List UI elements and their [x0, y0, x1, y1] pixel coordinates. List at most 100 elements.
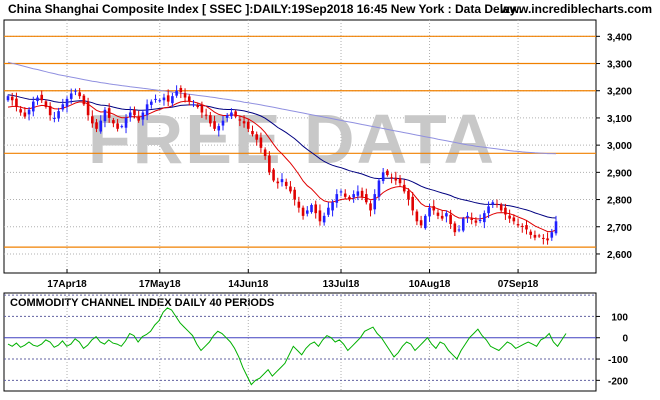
candle-body-up — [373, 194, 377, 210]
candle-body-up — [305, 210, 309, 214]
candle-body-up — [27, 109, 31, 115]
candle-body-down — [196, 104, 199, 108]
candle-body-up — [445, 213, 448, 217]
candle-body-up — [158, 100, 162, 102]
cci-y-tick-label: -200 — [608, 376, 628, 387]
date-x-tick-label: 10Aug18 — [409, 279, 451, 290]
candle-body-down — [268, 155, 271, 173]
candle-body-down — [520, 225, 524, 227]
candle-body-down — [419, 220, 423, 226]
candle-body-down — [234, 111, 237, 117]
candle-body-down — [343, 193, 347, 197]
candle-body-up — [550, 232, 554, 238]
candle-body-up — [171, 96, 174, 104]
candle-body-down — [436, 212, 440, 216]
candle-body-up — [31, 101, 35, 112]
candle-body-up — [230, 112, 233, 117]
candle-body-up — [491, 202, 495, 205]
candle-body-down — [360, 190, 364, 197]
candle-body-down — [512, 217, 516, 222]
candle-body-down — [415, 211, 419, 222]
candle-body-up — [424, 215, 427, 229]
price-y-axis: 2,600 2,700 2,800 2,900 3,000 3,100 3,200 3,300… — [596, 32, 632, 261]
candle-body-down — [251, 130, 254, 135]
candle-body-up — [154, 98, 157, 100]
candle-body-up — [221, 120, 225, 126]
long-ema-line — [7, 94, 557, 219]
candle-body-down — [365, 194, 368, 203]
cci-y-axis: 100 0 -100 -200 — [596, 312, 628, 387]
candle-body-down — [314, 204, 318, 214]
candle-body-down — [242, 121, 246, 124]
candle-body-down — [209, 115, 212, 124]
candle-body-down — [474, 220, 478, 223]
candle-body-up — [120, 126, 124, 128]
price-y-tick-label: 2,900 — [607, 168, 632, 179]
candle-body-down — [137, 116, 140, 121]
site-link[interactable]: www.incrediblecharts.com — [499, 2, 652, 16]
candle-body-up — [457, 229, 461, 231]
candle-body-down — [504, 207, 507, 215]
candle-body-down — [499, 204, 503, 211]
candle-body-down — [255, 134, 259, 140]
candle-body-up — [99, 120, 103, 132]
candle-body-up — [145, 104, 149, 116]
price-grid — [4, 20, 596, 273]
cci-levels — [4, 294, 596, 381]
candle-body-down — [495, 203, 499, 205]
candle-body-down — [263, 149, 267, 157]
candle-body-down — [293, 189, 296, 200]
candle-body-up — [381, 172, 385, 182]
candle-body-down — [112, 120, 115, 124]
candle-body-down — [297, 201, 301, 208]
cci-panel — [3, 292, 597, 392]
candle-body-down — [82, 95, 86, 105]
price-y-tick-label: 3,000 — [607, 141, 632, 152]
candle-body-up — [65, 98, 69, 107]
candle-body-up — [461, 218, 465, 231]
candle-body-down — [449, 214, 452, 225]
candle-body-down — [508, 215, 511, 219]
candle-body-up — [175, 90, 178, 96]
candle-body-up — [483, 213, 486, 223]
candle-body-down — [78, 92, 81, 97]
candlesticks — [6, 85, 558, 245]
date-x-tick-label: 07Sep18 — [498, 279, 539, 290]
candle-body-up — [466, 215, 469, 218]
candle-body-down — [301, 207, 305, 216]
candle-body-down — [200, 105, 204, 113]
candle-body-down — [213, 121, 216, 129]
candle-body-up — [280, 179, 284, 183]
candle-body-down — [525, 225, 528, 230]
chart-title: China Shanghai Composite Index [ SSEC ]:… — [8, 2, 522, 16]
candle-body-up — [339, 191, 343, 193]
candle-body-up — [57, 111, 60, 119]
candle-body-down — [276, 181, 280, 184]
candle-body-down — [453, 223, 457, 233]
candle-body-down — [272, 169, 275, 181]
candle-body-down — [533, 234, 537, 238]
free-data-watermark: FREE DATA — [88, 100, 496, 178]
short-ema-line — [7, 100, 557, 233]
candle-body-down — [390, 177, 393, 179]
candle-body-down — [187, 96, 191, 102]
cci-line — [7, 307, 567, 386]
price-y-tick-label: 2,700 — [607, 223, 632, 234]
candle-body-down — [440, 215, 444, 219]
candle-body-down — [369, 203, 372, 211]
price-y-tick-label: 3,200 — [607, 87, 632, 98]
candle-body-down — [529, 231, 533, 235]
candle-body-down — [23, 112, 27, 117]
cci-grid — [66, 293, 519, 391]
candle-body-up — [478, 219, 482, 222]
candle-body-up — [53, 117, 56, 119]
candle-body-down — [48, 105, 52, 116]
candle-body-up — [356, 191, 360, 196]
candle-body-down — [289, 186, 292, 192]
candle-body-up — [150, 101, 153, 105]
candle-body-up — [487, 206, 490, 214]
candle-body-down — [546, 238, 549, 241]
price-panel — [3, 19, 597, 274]
candle-body-down — [179, 88, 183, 93]
